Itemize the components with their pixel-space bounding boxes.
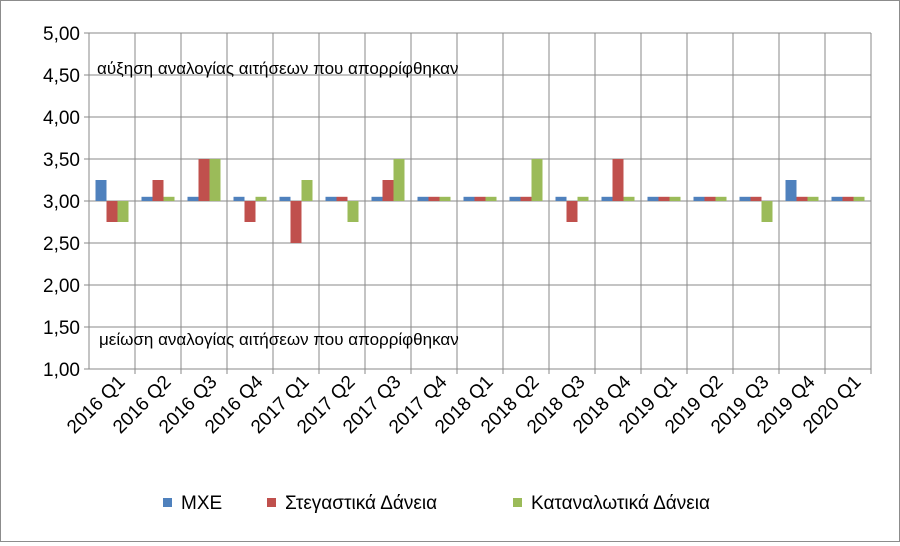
bar-1-2019-q3 — [739, 196, 751, 201]
bar-3-2018-q4 — [623, 196, 635, 201]
bar-2-2016-q4 — [244, 201, 256, 222]
bar-3-2020-q1 — [853, 196, 865, 201]
gridlines — [84, 32, 872, 374]
bar-1-2016-q2 — [141, 196, 153, 201]
bar-2-2018-q3 — [566, 201, 578, 222]
bar-2-2019-q3 — [750, 196, 762, 201]
bar-2-2018-q1 — [474, 196, 486, 201]
bar-1-2017-q4 — [417, 196, 429, 201]
bar-3-2018-q1 — [485, 196, 497, 201]
legend-swatch-3 — [513, 498, 522, 507]
legend-label-3: Καταναλωτικά Δάνεια — [531, 493, 710, 514]
legend-label-2: Στεγαστικά Δάνεια — [285, 493, 437, 514]
annotation-increase: αύξηση αναλογίας αιτήσεων που απορρίφθηκ… — [97, 59, 458, 78]
bar-1-2017-q1 — [279, 196, 291, 201]
bar-2-2020-q1 — [842, 196, 854, 201]
legend: ΜΧΕ Στεγαστικά Δάνεια Καταναλωτικά Δάνεια — [163, 493, 710, 514]
bar-1-2016-q4 — [233, 196, 245, 201]
y-tick-label: 5,00 — [43, 24, 80, 45]
bar-2-2017-q3 — [382, 180, 394, 201]
bar-1-2019-q1 — [647, 196, 659, 201]
bar-3-2019-q3 — [761, 201, 773, 222]
bar-3-2017-q2 — [347, 201, 359, 222]
bar-1-2018-q4 — [601, 196, 613, 201]
legend-label-1: ΜΧΕ — [181, 493, 222, 514]
bars — [95, 159, 865, 243]
bar-1-2019-q4 — [785, 180, 797, 201]
bar-3-2016-q2 — [163, 196, 175, 201]
legend-swatch-1 — [163, 498, 172, 507]
bar-3-2019-q2 — [715, 196, 727, 201]
bar-1-2018-q1 — [463, 196, 475, 201]
bar-1-2018-q2 — [509, 196, 521, 201]
bar-2-2016-q3 — [198, 159, 210, 201]
bar-1-2019-q2 — [693, 196, 705, 201]
y-tick-label: 2,50 — [43, 234, 80, 255]
bar-2-2019-q1 — [658, 196, 670, 201]
bar-3-2016-q3 — [209, 159, 221, 201]
bar-3-2017-q4 — [439, 196, 451, 201]
y-tick-label: 3,50 — [43, 150, 80, 171]
bar-1-2017-q3 — [371, 196, 383, 201]
bar-3-2017-q3 — [393, 159, 405, 201]
bar-2-2019-q4 — [796, 196, 808, 201]
bar-2-2017-q1 — [290, 201, 302, 243]
bar-1-2016-q3 — [187, 196, 199, 201]
y-tick-label: 4,00 — [43, 108, 80, 129]
bar-3-2019-q1 — [669, 196, 681, 201]
y-axis-ticks: 1,00 1,50 2,00 2,50 3,00 3,50 4,00 4,50 5,00 — [43, 24, 80, 381]
bar-3-2016-q4 — [255, 196, 267, 201]
y-tick-label: 4,50 — [43, 66, 80, 87]
bar-1-2018-q3 — [555, 196, 567, 201]
y-tick-label: 1,50 — [43, 318, 80, 339]
bar-2-2016-q2 — [152, 180, 164, 201]
bar-1-2017-q2 — [325, 196, 337, 201]
bar-2-2019-q2 — [704, 196, 716, 201]
bar-1-2016-q1 — [95, 180, 107, 201]
y-tick-label: 2,00 — [43, 276, 80, 297]
bar-3-2018-q3 — [577, 196, 589, 201]
bar-2-2017-q2 — [336, 196, 348, 201]
bar-3-2018-q2 — [531, 159, 543, 201]
bar-3-2019-q4 — [807, 196, 819, 201]
bar-3-2016-q1 — [117, 201, 129, 222]
bar-2-2018-q4 — [612, 159, 624, 201]
annotation-decrease: μείωση αναλογίας αιτήσεων που απορρίφθηκ… — [99, 330, 459, 349]
bar-2-2018-q2 — [520, 196, 532, 201]
bar-2-2016-q1 — [106, 201, 118, 222]
y-tick-label: 1,00 — [43, 360, 80, 381]
legend-swatch-2 — [267, 498, 276, 507]
bar-2-2017-q4 — [428, 196, 440, 201]
bar-3-2017-q1 — [301, 180, 313, 201]
bar-1-2020-q1 — [831, 196, 843, 201]
y-tick-label: 3,00 — [43, 192, 80, 213]
